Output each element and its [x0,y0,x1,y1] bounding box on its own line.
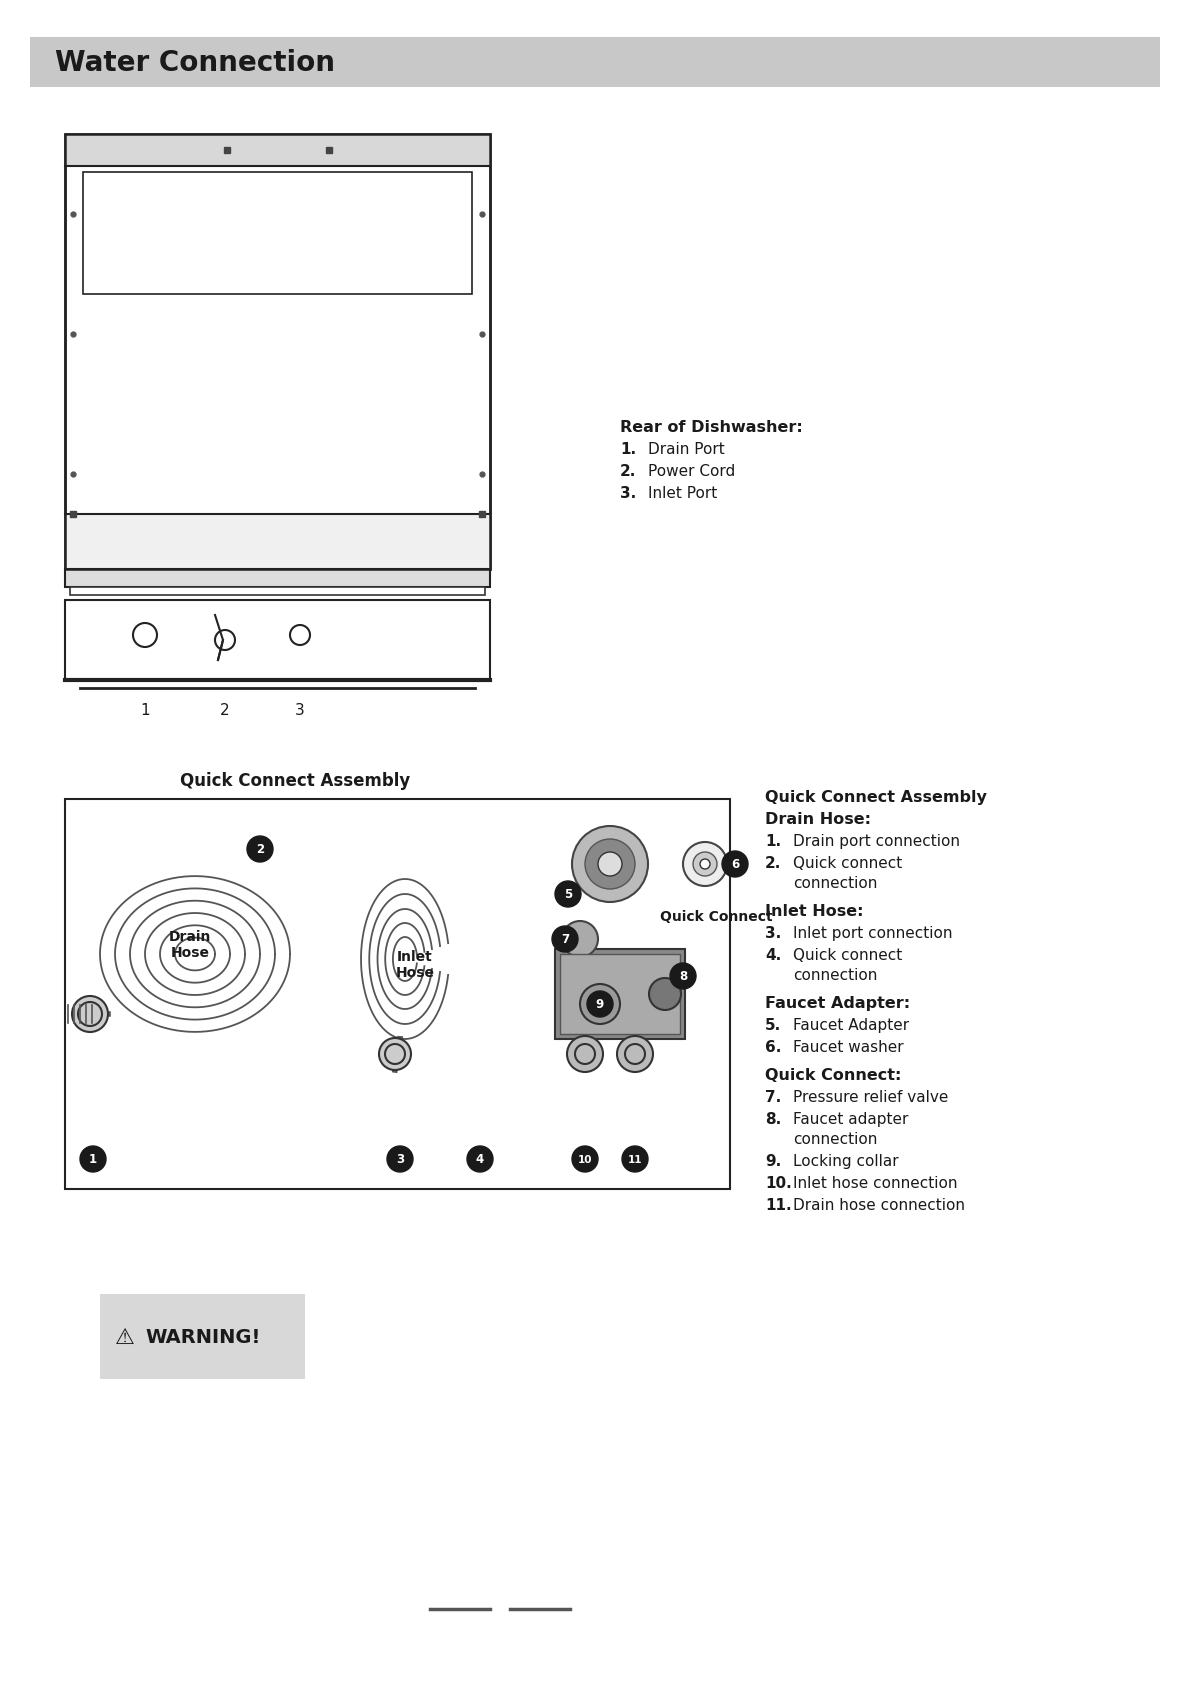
Text: Quick connect: Quick connect [793,947,902,962]
Circle shape [722,851,749,878]
Bar [70,587,486,595]
Circle shape [588,992,612,1016]
Circle shape [683,843,727,886]
Bar [30,39,1160,87]
Bar [65,570,490,587]
Text: 1: 1 [140,703,150,718]
Circle shape [566,1036,603,1073]
Text: Quick Connect Assembly: Quick Connect Assembly [180,772,411,789]
Text: Faucet washer: Faucet washer [793,1039,903,1055]
Text: Quick Connect: Quick Connect [660,910,772,923]
Text: 8.: 8. [765,1112,782,1127]
Circle shape [587,991,613,1018]
Text: 8: 8 [678,971,687,982]
Text: Inlet Port: Inlet Port [649,486,718,501]
Text: Rear of Dishwasher:: Rear of Dishwasher: [620,420,803,434]
Text: Inlet port connection: Inlet port connection [793,925,952,940]
Text: 7: 7 [560,934,569,945]
Text: 1: 1 [89,1152,98,1166]
Circle shape [599,853,622,876]
Circle shape [572,1147,599,1172]
Text: connection: connection [793,1132,877,1147]
Text: 3: 3 [396,1152,405,1166]
Text: 9: 9 [596,997,605,1011]
Bar [100,1293,305,1379]
Text: Inlet hose connection: Inlet hose connection [793,1176,958,1191]
Text: Inlet
Hose: Inlet Hose [395,949,434,979]
Bar [65,135,490,167]
Bar [560,954,679,1034]
Circle shape [580,984,620,1024]
Text: WARNING!: WARNING! [145,1327,261,1346]
Text: Water Connection: Water Connection [55,49,336,77]
Text: 9.: 9. [765,1154,782,1169]
Text: Power Cord: Power Cord [649,464,735,479]
Text: 1.: 1. [620,442,637,458]
Text: Quick Connect:: Quick Connect: [765,1068,901,1082]
Text: 10: 10 [578,1154,593,1164]
Text: 2: 2 [256,843,264,856]
Circle shape [585,839,635,890]
Text: 3.: 3. [765,925,782,940]
Circle shape [555,881,581,908]
Circle shape [387,1147,413,1172]
Circle shape [622,1147,649,1172]
Text: connection: connection [793,875,877,890]
Text: 10.: 10. [765,1176,791,1191]
Text: Drain Hose:: Drain Hose: [765,811,871,826]
Circle shape [73,996,108,1033]
Bar [555,949,685,1039]
Text: 7.: 7. [765,1090,782,1105]
Circle shape [700,860,710,870]
Circle shape [248,836,273,863]
Bar [83,173,472,294]
Text: 11.: 11. [765,1198,791,1213]
Circle shape [572,826,649,903]
Text: Faucet Adapter:: Faucet Adapter: [765,996,910,1011]
Bar [65,135,490,570]
Text: Faucet Adapter: Faucet Adapter [793,1018,909,1033]
Circle shape [80,1147,106,1172]
Circle shape [378,1038,411,1070]
Text: ⚠: ⚠ [115,1327,134,1347]
Text: Drain port connection: Drain port connection [793,834,960,848]
Circle shape [562,922,599,957]
Text: 2.: 2. [765,856,782,871]
Text: Locking collar: Locking collar [793,1154,898,1169]
Text: 4.: 4. [765,947,782,962]
Text: Pressure relief valve: Pressure relief valve [793,1090,948,1105]
Text: Drain
Hose: Drain Hose [169,930,211,959]
Text: 5.: 5. [765,1018,782,1033]
Text: connection: connection [793,967,877,982]
Bar [65,799,729,1189]
Circle shape [693,853,718,876]
Circle shape [552,927,578,952]
Text: 2: 2 [220,703,230,718]
Text: Quick Connect Assembly: Quick Connect Assembly [765,789,987,804]
Text: Drain Port: Drain Port [649,442,725,458]
Circle shape [649,979,681,1011]
Text: 1.: 1. [765,834,781,848]
Bar [65,135,490,570]
Text: Quick connect: Quick connect [793,856,902,871]
Text: Faucet adapter: Faucet adapter [793,1112,908,1127]
Circle shape [466,1147,493,1172]
Bar [65,600,490,681]
Text: 6: 6 [731,858,739,871]
Text: Inlet Hose:: Inlet Hose: [765,903,864,918]
Text: 3: 3 [295,703,305,718]
Text: Drain hose connection: Drain hose connection [793,1198,965,1213]
Text: 2.: 2. [620,464,637,479]
Text: 3.: 3. [620,486,637,501]
Text: 11: 11 [628,1154,643,1164]
Text: 4: 4 [476,1152,484,1166]
Circle shape [616,1036,653,1073]
Circle shape [670,964,696,989]
Text: 6.: 6. [765,1039,782,1055]
Bar [65,515,490,570]
Text: 5: 5 [564,888,572,902]
